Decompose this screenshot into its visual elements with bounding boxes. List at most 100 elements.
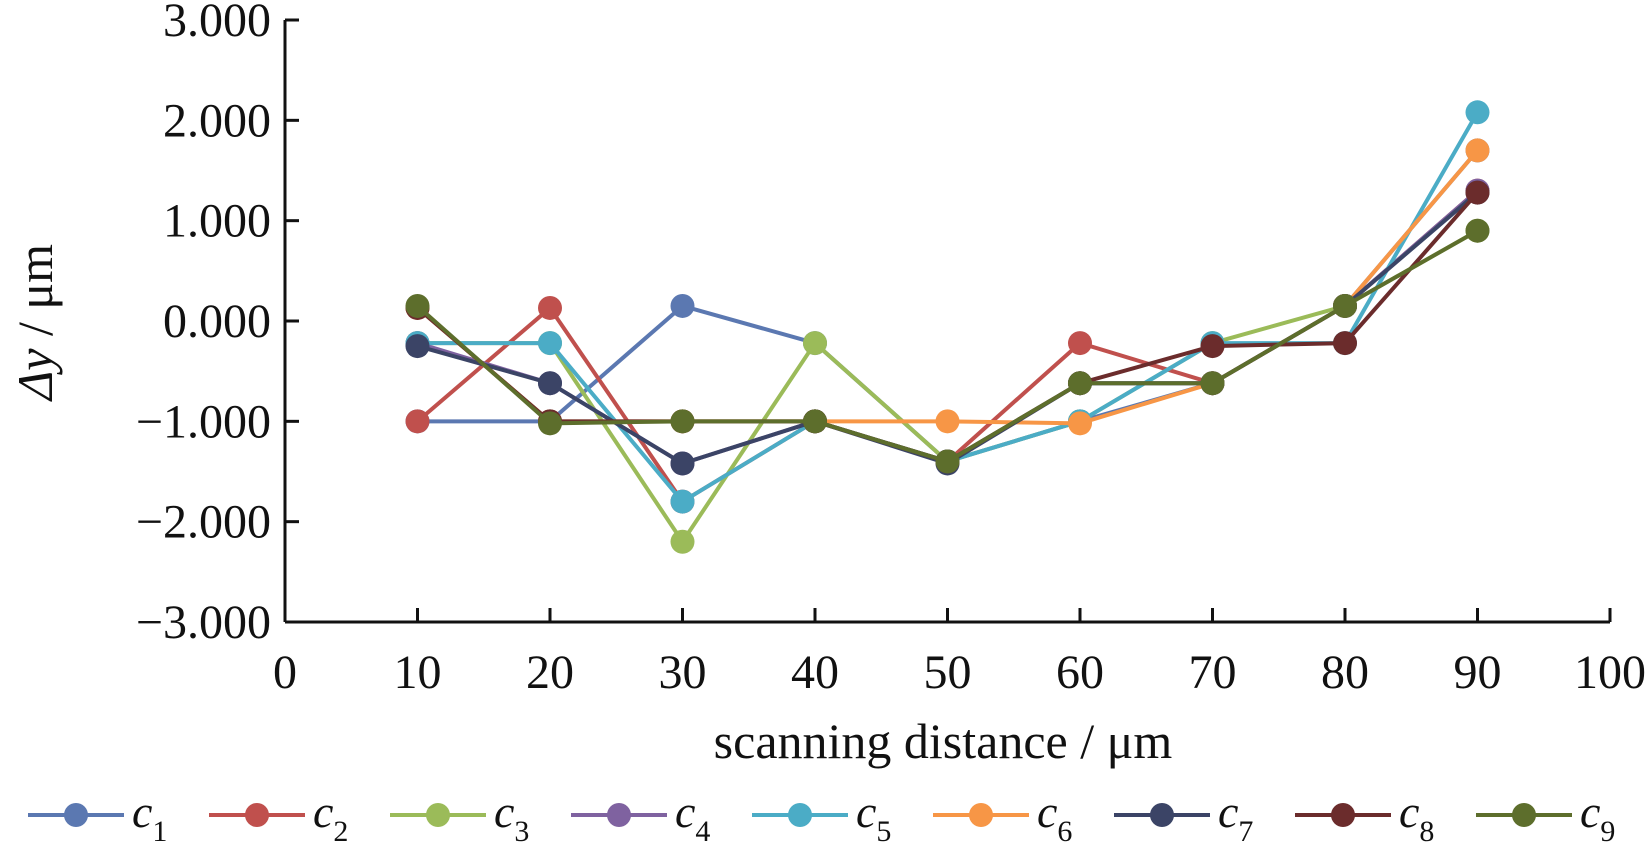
legend-label-name: c (132, 786, 152, 837)
legend-label: c4 (675, 786, 710, 848)
legend-marker (969, 803, 993, 827)
legend-marker (1331, 803, 1355, 827)
legend-item-c1: c1 (28, 786, 167, 848)
x-tick-label: 100 (1574, 646, 1646, 699)
x-axis-title: scanning distance / μm (714, 713, 1173, 769)
data-point (405, 334, 430, 359)
x-tick-label: 80 (1321, 646, 1369, 699)
legend-label: c3 (494, 786, 529, 848)
data-point (538, 411, 562, 436)
legend-marker (788, 803, 812, 827)
legend-label: c8 (1399, 786, 1434, 848)
data-point (1200, 334, 1225, 359)
legend-label-name: c (494, 786, 514, 837)
legend-label-name: c (313, 786, 333, 837)
y-tick-label: 0.000 (163, 295, 271, 348)
y-tick-label: 2.000 (163, 94, 271, 147)
x-tick-label: 40 (791, 646, 839, 699)
data-point (1068, 371, 1092, 396)
data-point (803, 409, 827, 434)
x-tick-label: 20 (526, 646, 574, 699)
legend-marker (64, 803, 88, 827)
legend-label: c9 (1580, 786, 1615, 848)
y-axis-unit: / μm (7, 244, 63, 349)
data-point (405, 293, 430, 318)
legend-marker (1150, 803, 1174, 827)
data-point (538, 295, 562, 320)
legend-label-name: c (856, 786, 876, 837)
data-point (538, 371, 562, 396)
data-point (935, 449, 960, 474)
y-tick-label: −2.000 (136, 496, 271, 549)
data-point (670, 529, 695, 554)
legend-label-subscript: 7 (1238, 815, 1253, 848)
data-point (670, 409, 695, 434)
legend-label-subscript: 1 (152, 815, 167, 848)
legend-marker (426, 803, 450, 827)
legend-item-c2: c2 (209, 786, 348, 848)
data-point (670, 451, 695, 476)
x-tick-label: 10 (394, 646, 442, 699)
x-tick-label: 60 (1056, 646, 1104, 699)
series-c9 (405, 218, 1490, 474)
legend-item-c8: c8 (1295, 786, 1434, 848)
legend-label: c7 (1218, 786, 1253, 848)
y-tick-label: 3.000 (163, 0, 271, 47)
legend-item-c6: c6 (933, 786, 1072, 848)
data-point (670, 489, 695, 514)
data-point (538, 331, 562, 356)
data-point (1333, 293, 1357, 318)
legend-label: c6 (1037, 786, 1072, 848)
legend-label-name: c (1580, 786, 1600, 837)
data-point (1068, 411, 1092, 436)
data-point (1465, 100, 1490, 125)
legend-label-subscript: 9 (1600, 815, 1615, 848)
y-axis-title: Δy / μm (7, 244, 63, 402)
legend-label-subscript: 8 (1419, 815, 1434, 848)
legend-label-subscript: 4 (695, 815, 710, 848)
legend-marker (1512, 803, 1536, 827)
legend-item-c5: c5 (752, 786, 891, 848)
data-point (935, 409, 960, 434)
data-point (1465, 218, 1490, 243)
y-axis-title-text: Δy / μm (7, 244, 63, 402)
legend-label-subscript: 3 (514, 815, 529, 848)
data-point (1200, 371, 1225, 396)
x-tick-label: 90 (1454, 646, 1502, 699)
data-point (1465, 138, 1490, 163)
legend-label-subscript: 2 (333, 815, 348, 848)
legend-label: c2 (313, 786, 348, 848)
data-point (1068, 331, 1092, 356)
legend: c1 c2 c3 c4 c5 c6 c7 c8 c9 (28, 786, 1615, 848)
series-c3 (405, 218, 1490, 554)
legend-label-name: c (1218, 786, 1238, 837)
data-point (670, 293, 695, 318)
data-point (1465, 180, 1490, 205)
x-tick-label: 0 (273, 646, 297, 699)
series-line (417, 111, 1480, 504)
axes: −3.000 −2.000 −1.000 0.000 1.000 2.000 3.000 0 1… (136, 0, 1646, 699)
legend-item-c3: c3 (390, 786, 529, 848)
series-c6 (405, 138, 1490, 436)
data-point (803, 331, 827, 356)
legend-label-subscript: 6 (1057, 815, 1072, 848)
legend-marker (245, 803, 269, 827)
legend-label-name: c (675, 786, 695, 837)
legend-label-name: c (1037, 786, 1057, 837)
data-point (1333, 331, 1357, 356)
series-line (417, 228, 1479, 544)
data-point (405, 409, 430, 434)
legend-item-c7: c7 (1114, 786, 1253, 848)
legend-marker (607, 803, 631, 827)
y-tick-label: −1.000 (136, 395, 271, 448)
y-axis-symbol: Δy (7, 348, 63, 402)
series-layer (405, 100, 1490, 554)
legend-item-c9: c9 (1476, 786, 1615, 848)
y-tick-label: −3.000 (136, 596, 271, 649)
legend-label: c1 (132, 786, 167, 848)
legend-label: c5 (856, 786, 891, 848)
x-tick-label: 30 (659, 646, 707, 699)
x-tick-label: 50 (924, 646, 972, 699)
legend-item-c4: c4 (571, 786, 710, 848)
